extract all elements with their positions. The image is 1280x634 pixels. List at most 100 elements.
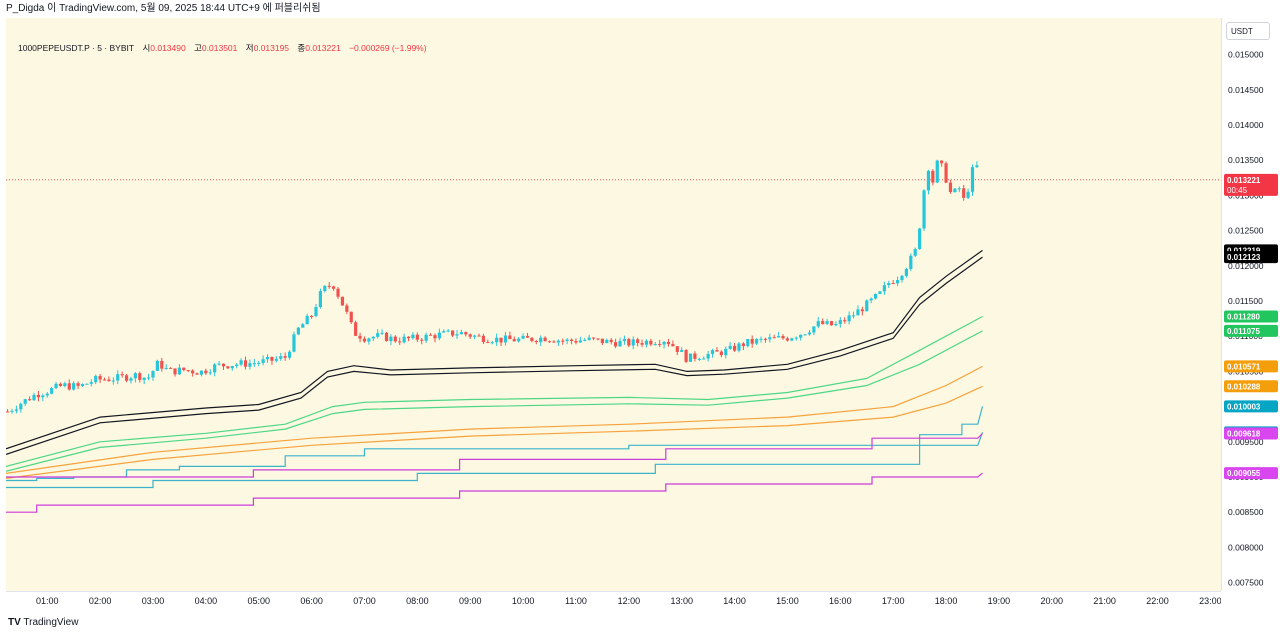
candle[interactable] — [14, 409, 18, 411]
candle[interactable] — [10, 410, 14, 412]
candle[interactable] — [710, 350, 715, 354]
candle[interactable] — [301, 324, 305, 328]
candle[interactable] — [160, 360, 164, 369]
candle[interactable] — [398, 341, 402, 343]
candle[interactable] — [578, 340, 582, 343]
candle[interactable] — [869, 298, 873, 301]
candle[interactable] — [746, 338, 750, 347]
candle[interactable] — [146, 377, 151, 379]
candle[interactable] — [525, 335, 530, 338]
candle[interactable] — [80, 384, 85, 386]
candle[interactable] — [975, 165, 979, 168]
candle[interactable] — [473, 335, 477, 337]
candle[interactable] — [376, 333, 380, 337]
candle[interactable] — [415, 334, 419, 340]
candle[interactable] — [239, 360, 243, 365]
candle[interactable] — [935, 160, 939, 183]
candle[interactable] — [794, 337, 798, 339]
tradingview-brand[interactable]: TradingView — [23, 617, 79, 628]
candle[interactable] — [296, 327, 300, 335]
candle[interactable] — [437, 332, 441, 339]
candle[interactable] — [45, 393, 49, 396]
candle[interactable] — [490, 342, 494, 344]
candle[interactable] — [675, 346, 679, 352]
candle[interactable] — [768, 337, 772, 340]
candle[interactable] — [591, 337, 596, 339]
candle[interactable] — [534, 340, 538, 343]
candle[interactable] — [459, 332, 464, 335]
candle[interactable] — [530, 337, 534, 341]
candle[interactable] — [728, 345, 732, 349]
candle[interactable] — [561, 340, 565, 342]
candle[interactable] — [719, 351, 723, 356]
indicator-line-1[interactable] — [6, 249, 983, 450]
candle[interactable] — [371, 336, 375, 339]
candle[interactable] — [944, 163, 948, 183]
candle[interactable] — [596, 338, 600, 340]
candle[interactable] — [243, 360, 248, 367]
candle[interactable] — [442, 331, 446, 333]
candle[interactable] — [138, 373, 142, 380]
candle[interactable] — [512, 339, 516, 342]
chart-plot-area[interactable]: 1000PEPEUSDT.P · 5 · BYBIT 시0.013490 고0.… — [6, 18, 1221, 591]
candle[interactable] — [807, 332, 812, 335]
candle[interactable] — [279, 356, 283, 359]
indicator-line-4[interactable] — [6, 330, 983, 472]
chart-svg[interactable] — [6, 18, 1221, 591]
candle[interactable] — [252, 363, 256, 365]
candle[interactable] — [953, 188, 957, 192]
candle[interactable] — [658, 344, 662, 346]
candle[interactable] — [274, 358, 278, 361]
candle[interactable] — [957, 188, 961, 190]
candle[interactable] — [393, 336, 397, 342]
candle[interactable] — [732, 345, 737, 351]
candle[interactable] — [182, 367, 186, 371]
candle[interactable] — [926, 170, 931, 191]
candle[interactable] — [970, 167, 975, 192]
indicator-line-7[interactable] — [6, 406, 984, 482]
candle[interactable] — [420, 339, 424, 341]
indicator-line-5[interactable] — [6, 365, 983, 474]
candle[interactable] — [891, 283, 895, 285]
symbol-legend[interactable]: 1000PEPEUSDT.P · 5 · BYBIT 시0.013490 고0.… — [18, 42, 427, 54]
candle[interactable] — [777, 336, 781, 338]
candle[interactable] — [750, 338, 754, 344]
candle[interactable] — [380, 332, 384, 334]
candle[interactable] — [358, 335, 362, 339]
candle[interactable] — [856, 309, 860, 316]
candle[interactable] — [913, 249, 917, 256]
candle[interactable] — [446, 330, 450, 332]
candle[interactable] — [649, 340, 653, 345]
candle[interactable] — [860, 309, 864, 312]
candle[interactable] — [741, 343, 745, 347]
candle[interactable] — [85, 383, 89, 385]
candle[interactable] — [931, 170, 935, 183]
candle[interactable] — [116, 374, 120, 381]
candle[interactable] — [909, 255, 913, 269]
candle[interactable] — [539, 337, 543, 343]
time-axis-svg[interactable]: 01:00 02:00 03:00 04:00 05:00 06:00 07:00 08:00… — [6, 592, 1222, 610]
candle[interactable] — [186, 370, 190, 372]
time-axis[interactable]: 01:00 02:00 03:00 04:00 05:00 06:00 07:00 08:00… — [6, 591, 1222, 610]
candle[interactable] — [565, 339, 569, 342]
candle[interactable] — [962, 188, 966, 198]
candle[interactable] — [270, 356, 274, 361]
candle[interactable] — [124, 375, 129, 381]
candle[interactable] — [428, 334, 433, 336]
candle[interactable] — [618, 340, 622, 347]
candle[interactable] — [98, 375, 102, 380]
candle[interactable] — [680, 349, 684, 352]
candle[interactable] — [120, 374, 124, 376]
candle[interactable] — [142, 377, 146, 380]
candle[interactable] — [715, 350, 719, 352]
candle[interactable] — [547, 341, 552, 343]
indicator-line-2[interactable] — [6, 256, 983, 455]
candle[interactable] — [486, 342, 490, 344]
candle[interactable] — [543, 337, 547, 342]
candle[interactable] — [72, 383, 76, 390]
candle[interactable] — [587, 337, 591, 340]
candle[interactable] — [450, 330, 455, 336]
candle[interactable] — [230, 365, 234, 369]
candle[interactable] — [671, 344, 675, 347]
candle[interactable] — [402, 336, 406, 343]
